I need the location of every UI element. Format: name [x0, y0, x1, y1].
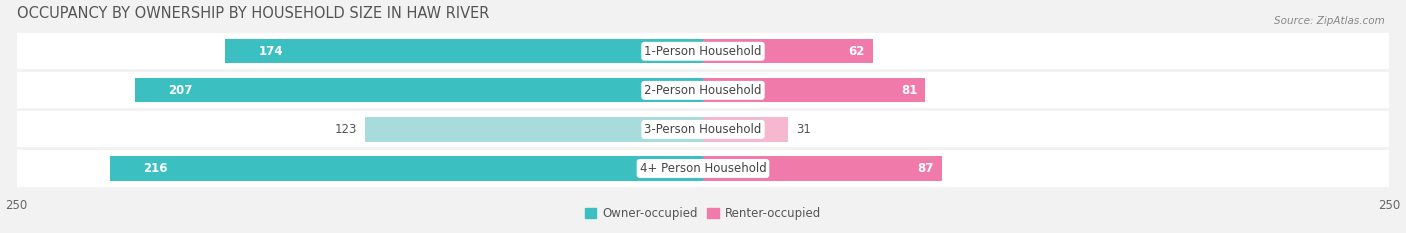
Bar [135, 78, 703, 103]
Bar [703, 117, 789, 141]
Text: 87: 87 [917, 162, 934, 175]
Text: Source: ZipAtlas.com: Source: ZipAtlas.com [1274, 16, 1385, 26]
Text: 123: 123 [335, 123, 357, 136]
Bar [703, 39, 873, 63]
Bar [17, 150, 1389, 187]
Bar [110, 156, 703, 181]
Text: 2-Person Household: 2-Person Household [644, 84, 762, 97]
Text: 62: 62 [849, 45, 865, 58]
Bar [17, 72, 1389, 109]
Legend: Owner-occupied, Renter-occupied: Owner-occupied, Renter-occupied [579, 202, 827, 225]
Bar [17, 111, 1389, 148]
Text: 3-Person Household: 3-Person Household [644, 123, 762, 136]
Text: 31: 31 [796, 123, 811, 136]
Text: 1-Person Household: 1-Person Household [644, 45, 762, 58]
Bar [17, 33, 1389, 70]
Bar [703, 156, 942, 181]
Bar [225, 39, 703, 63]
Text: 4+ Person Household: 4+ Person Household [640, 162, 766, 175]
Text: 174: 174 [259, 45, 283, 58]
Text: 81: 81 [901, 84, 917, 97]
Text: 216: 216 [143, 162, 167, 175]
Text: OCCUPANCY BY OWNERSHIP BY HOUSEHOLD SIZE IN HAW RIVER: OCCUPANCY BY OWNERSHIP BY HOUSEHOLD SIZE… [17, 6, 489, 21]
Bar [366, 117, 703, 141]
Text: 207: 207 [167, 84, 193, 97]
Bar [703, 78, 925, 103]
